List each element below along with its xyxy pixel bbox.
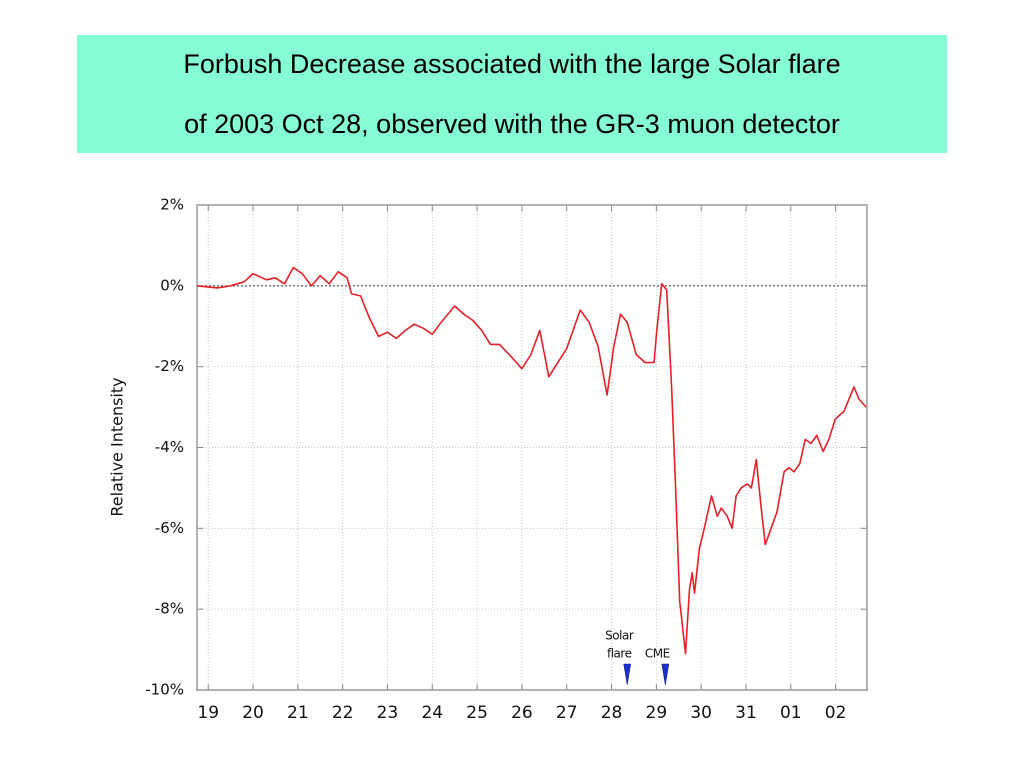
x-tick-label: 19 [197,703,219,723]
annotation-text: flare [607,647,632,661]
title-box: Forbush Decrease associated with the lar… [77,35,947,153]
x-tick-label: 24 [421,703,443,723]
x-tick-label: 31 [735,703,757,723]
y-tick-label: -4% [155,438,184,456]
annotation-arrow [661,663,670,686]
y-tick-label: 0% [160,276,184,294]
annotation-text: Solar [605,629,634,643]
title-line: Forbush Decrease associated with the lar… [183,49,841,79]
x-tick-label: 02 [825,703,847,723]
x-tick-label: 29 [646,703,668,723]
y-tick-label: -10% [145,681,184,699]
x-tick-label: 23 [377,703,399,723]
plot-frame [196,204,868,691]
x-tick-label: 22 [332,703,354,723]
x-tick-label: 27 [556,703,578,723]
y-tick-label: 2% [160,196,184,214]
annotation-arrow [623,663,632,686]
annotation-text: CME [645,647,670,661]
y-tick-label: -6% [155,519,184,537]
y-axis-label: Relative Intensity [108,377,127,516]
y-tick-label: -8% [155,600,184,618]
title-line: of 2003 Oct 28, observed with the GR-3 m… [184,109,840,139]
x-tick-label: 21 [287,703,309,723]
x-tick-label: 20 [242,703,264,723]
x-tick-label: 30 [690,703,712,723]
x-tick-label: 26 [511,703,533,723]
x-tick-label: 28 [601,703,623,723]
x-tick-label: 01 [780,703,802,723]
y-tick-label: -2% [155,357,184,375]
data-line [196,266,867,655]
x-tick-label: 25 [466,703,488,723]
